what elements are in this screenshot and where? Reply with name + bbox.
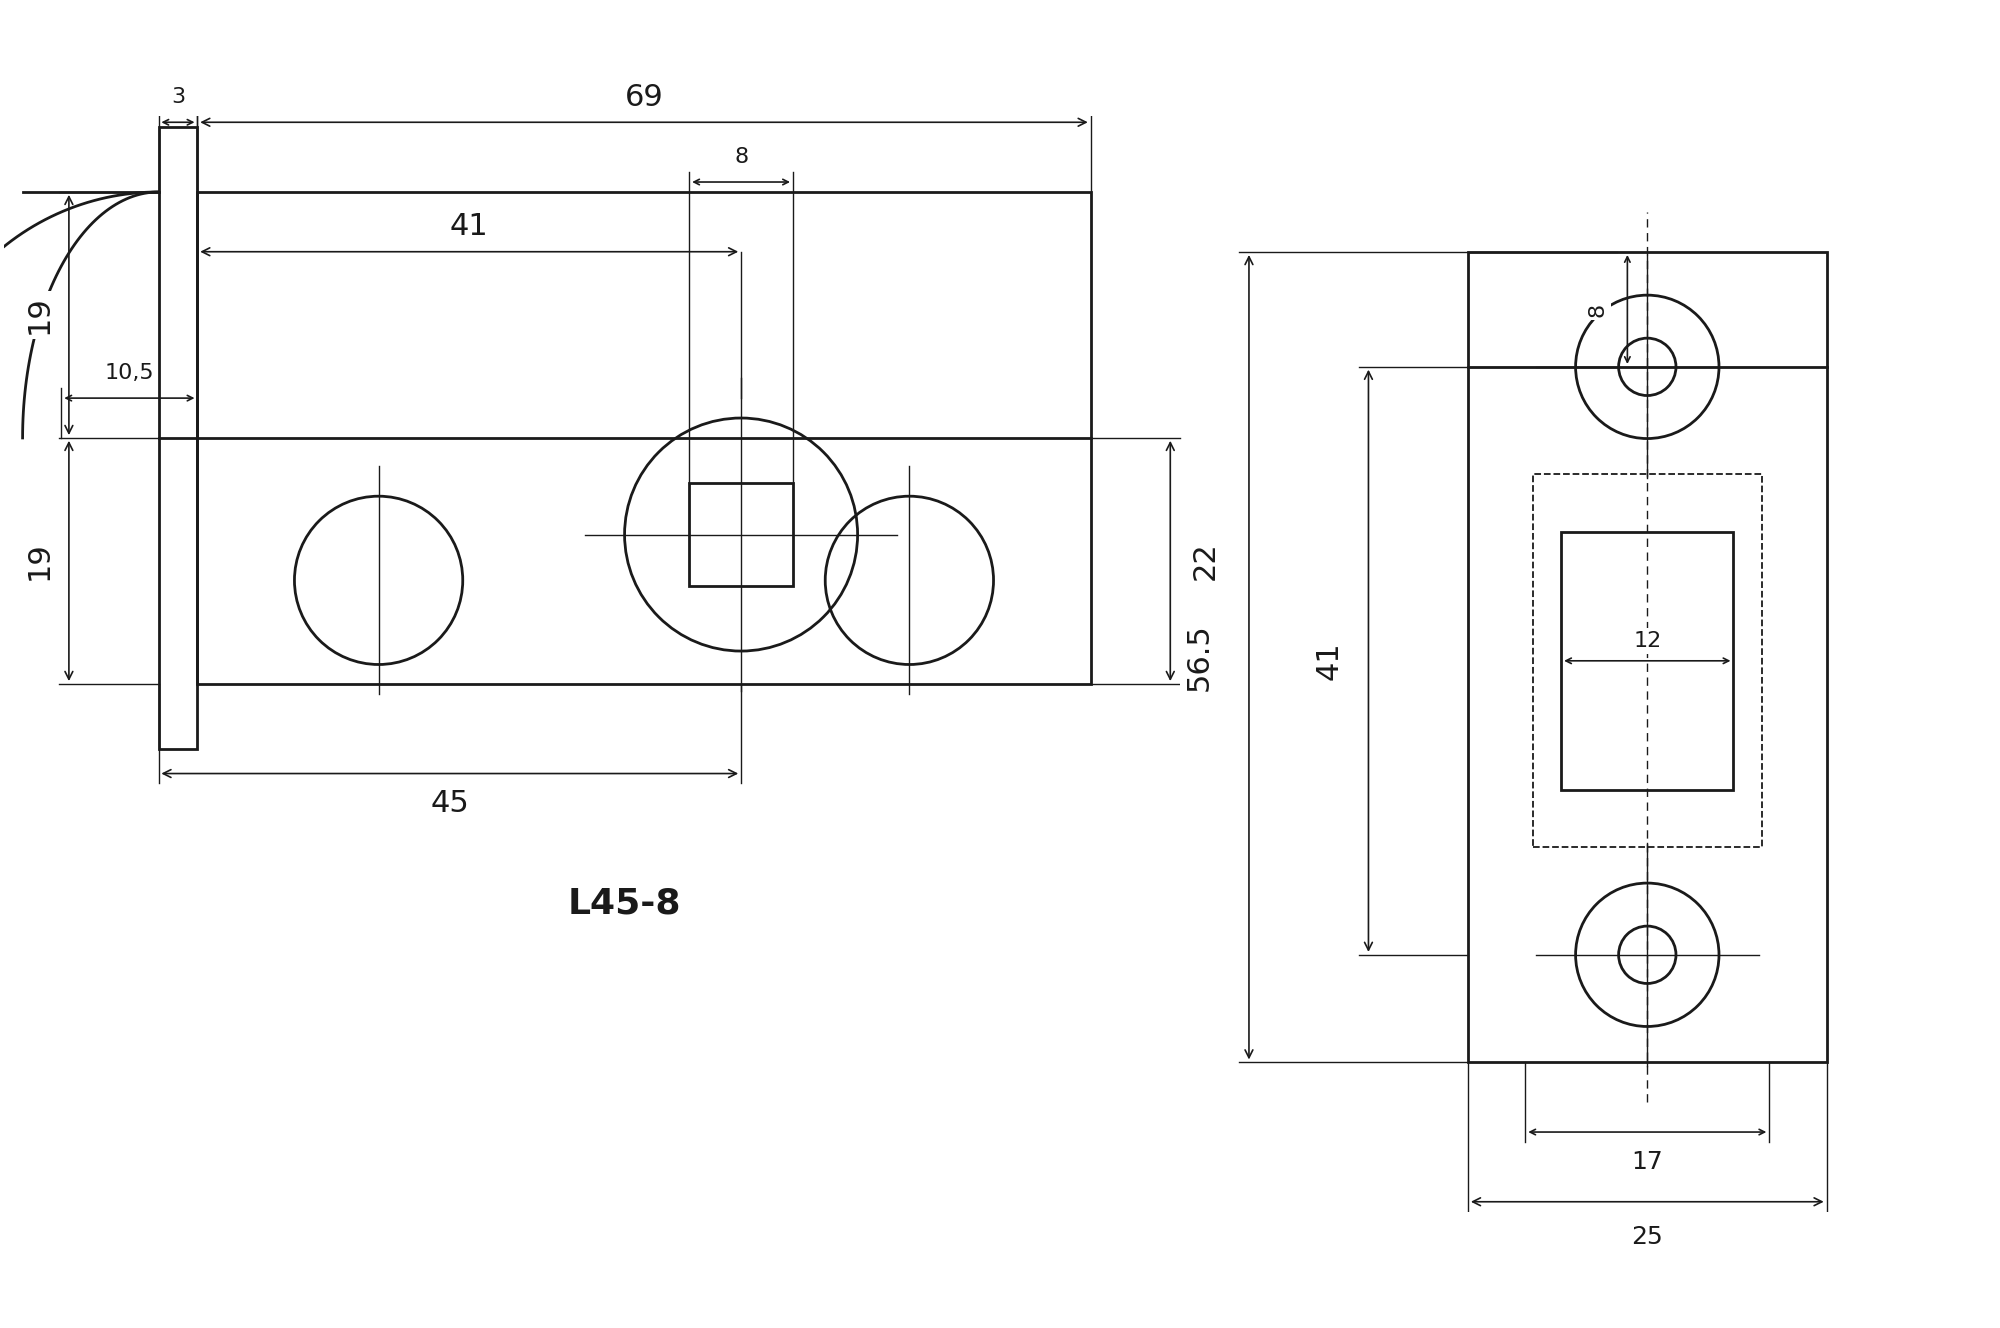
Text: 10,5: 10,5 [104, 364, 154, 384]
Text: 69: 69 [624, 82, 664, 112]
Text: 19: 19 [24, 296, 54, 335]
Text: 56.5: 56.5 [1184, 623, 1214, 691]
Text: 8: 8 [1588, 303, 1608, 316]
Bar [690, 483, 792, 587]
Text: 25: 25 [1632, 1224, 1664, 1248]
Text: 45: 45 [430, 789, 470, 818]
Text: 8: 8 [734, 147, 748, 167]
Text: 17: 17 [1632, 1150, 1664, 1174]
Text: 3: 3 [170, 88, 186, 108]
Bar [158, 127, 198, 749]
Text: 22: 22 [1190, 542, 1220, 580]
Text: L45-8: L45-8 [568, 886, 682, 920]
Text: 19: 19 [24, 542, 54, 580]
Bar [198, 193, 1090, 684]
Bar [1468, 252, 1826, 1062]
Bar [1562, 531, 1734, 790]
Text: 41: 41 [1314, 641, 1344, 680]
Text: 41: 41 [450, 212, 488, 242]
Bar [1532, 474, 1762, 847]
Text: 12: 12 [1634, 631, 1662, 651]
